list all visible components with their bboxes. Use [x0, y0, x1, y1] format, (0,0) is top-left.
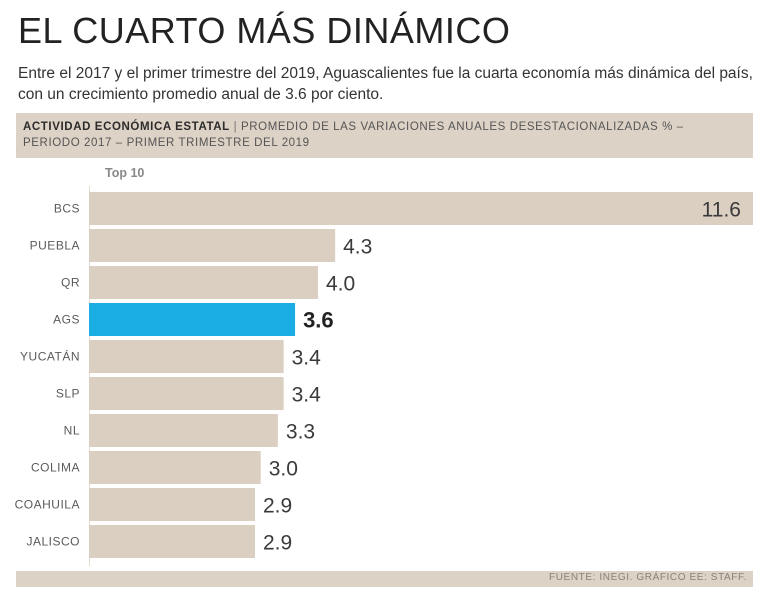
- bar-colima: [89, 451, 261, 484]
- category-label-bcs: BCS: [54, 202, 80, 216]
- category-label-slp: SLP: [56, 387, 80, 401]
- value-label-coahuila: 2.9: [263, 495, 292, 518]
- category-label-jalisco: JALISCO: [26, 535, 80, 549]
- axis-line: [89, 186, 90, 566]
- category-label-qr: QR: [61, 276, 80, 290]
- value-label-nl: 3.3: [286, 421, 315, 444]
- value-label-yucatan: 3.4: [292, 347, 322, 370]
- source-credit: FUENTE: INEGI. GRÁFICO EE: STAFF.: [549, 572, 747, 583]
- bar-ags: [89, 303, 296, 336]
- top-ten-label: Top 10: [105, 166, 145, 180]
- bar-qr: [89, 266, 318, 299]
- value-label-puebla: 4.3: [343, 236, 372, 259]
- category-label-nl: NL: [64, 424, 80, 438]
- bar-coahuila: [89, 488, 255, 521]
- chart-header-band: ACTIVIDAD ECONÓMICA ESTATAL | PROMEDIO D…: [16, 113, 753, 158]
- chart-header-rest: PROMEDIO DE LAS VARIACIONES ANUALES DESE…: [23, 121, 684, 149]
- footer-band: FUENTE: INEGI. GRÁFICO EE: STAFF.: [16, 571, 753, 587]
- value-label-ags: 3.6: [303, 308, 334, 333]
- chart-header-text: ACTIVIDAD ECONÓMICA ESTATAL | PROMEDIO D…: [23, 119, 743, 151]
- category-label-yucatan: YUCATÁN: [20, 349, 80, 364]
- category-label-puebla: PUEBLA: [30, 239, 80, 253]
- subtitle: Entre el 2017 y el primer trimestre del …: [18, 65, 753, 103]
- chart-header-bold: ACTIVIDAD ECONÓMICA ESTATAL: [23, 121, 230, 133]
- bar-yucatan: [89, 340, 284, 373]
- value-label-slp: 3.4: [292, 384, 322, 407]
- page-title: EL CUARTO MÁS DINÁMICO: [18, 10, 511, 51]
- bar-jalisco: [89, 525, 255, 558]
- bar-puebla: [89, 229, 336, 262]
- value-label-bcs: 11.6: [702, 199, 741, 222]
- value-label-qr: 4.0: [326, 273, 355, 296]
- category-label-coahuila: COAHUILA: [15, 498, 80, 512]
- chart-header-separator: |: [229, 121, 241, 133]
- category-label-ags: AGS: [53, 313, 80, 327]
- bar-bcs: [89, 192, 753, 225]
- value-label-jalisco: 2.9: [263, 532, 292, 555]
- bar-nl: [89, 414, 278, 447]
- value-label-colima: 3.0: [269, 458, 298, 481]
- bar-slp: [89, 377, 284, 410]
- category-label-colima: COLIMA: [31, 461, 80, 475]
